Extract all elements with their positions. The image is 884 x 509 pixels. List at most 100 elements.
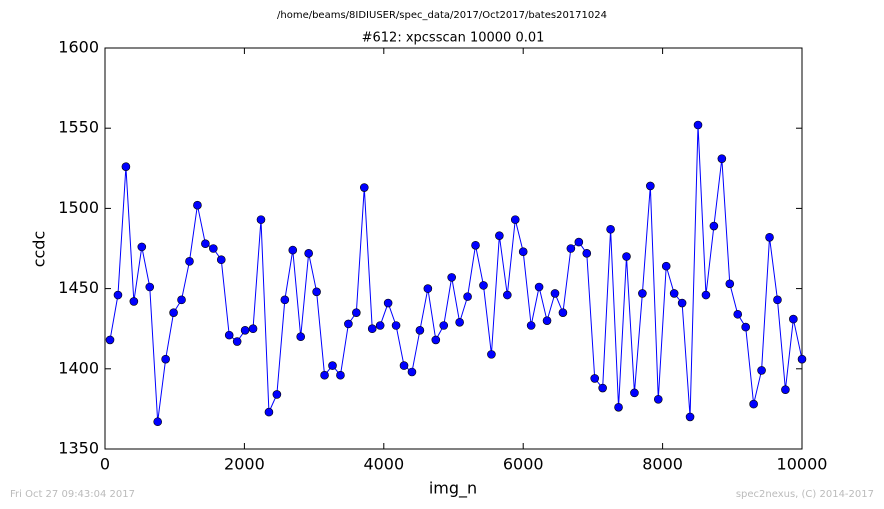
data-point: [201, 239, 210, 248]
data-point: [185, 257, 194, 266]
data-point: [375, 321, 385, 330]
x-tick-label: 6000: [503, 455, 544, 474]
chart-subtitle: #612: xpcsscan 10000 0.01: [362, 31, 545, 46]
y-tick-label: 1350: [58, 439, 99, 458]
footer-left: Fri Oct 27 09:43:04 2017: [10, 489, 135, 500]
y-tick-label: 1400: [58, 358, 99, 377]
y-tick-label: 1550: [58, 118, 99, 137]
data-point: [550, 289, 560, 298]
data-point: [209, 244, 218, 253]
data-point: [121, 162, 131, 171]
data-point: [391, 321, 401, 330]
data-point: [773, 295, 782, 305]
data-point: [781, 385, 790, 394]
data-point: [352, 308, 361, 317]
data-point: [439, 321, 449, 330]
data-point: [367, 324, 377, 334]
data-point: [232, 337, 242, 346]
y-tick-label: 1500: [58, 198, 99, 217]
data-point: [725, 279, 735, 289]
data-point: [574, 237, 584, 247]
data-point: [638, 289, 647, 298]
data-point: [558, 308, 568, 317]
data-point: [304, 249, 313, 258]
data-point: [590, 374, 600, 383]
data-point: [685, 412, 695, 422]
footer-right: spec2nexus, (C) 2014-2017: [736, 489, 874, 500]
data-point: [415, 326, 425, 335]
data-point: [789, 314, 798, 324]
y-tick-label: 1450: [58, 278, 99, 297]
data-point: [463, 292, 472, 301]
data-point: [288, 245, 298, 255]
y-axis-label: ccdc: [30, 231, 49, 268]
data-point: [669, 289, 679, 298]
data-point: [693, 120, 703, 130]
data-point: [280, 295, 290, 305]
data-point: [431, 335, 441, 345]
y-tick-label: 1600: [58, 38, 99, 57]
data-point: [534, 282, 544, 292]
data-point: [661, 261, 671, 271]
data-point: [598, 383, 607, 393]
data-point: [765, 232, 774, 242]
data-point: [145, 282, 155, 292]
data-point: [757, 366, 766, 375]
data-point: [248, 324, 258, 334]
data-line: [109, 124, 803, 422]
data-point: [153, 417, 162, 427]
x-tick-label: 2000: [224, 455, 265, 474]
data-point: [312, 287, 321, 297]
data-point: [320, 370, 329, 380]
data-point: [518, 247, 528, 257]
data-point: [359, 183, 369, 192]
data-point: [344, 319, 353, 329]
data-point: [495, 231, 504, 240]
data-point: [407, 367, 417, 377]
data-point: [383, 298, 393, 308]
x-axis-label: img_n: [429, 479, 477, 499]
data-point: [717, 154, 727, 163]
data-point: [566, 244, 576, 253]
data-point: [447, 273, 456, 282]
data-point: [423, 284, 433, 293]
data-point: [653, 394, 663, 404]
data-point: [224, 330, 234, 340]
data-point: [677, 298, 687, 308]
data-point: [582, 249, 592, 258]
data-point: [733, 309, 743, 319]
data-point: [272, 390, 282, 399]
data-point: [216, 255, 226, 265]
data-point: [177, 295, 186, 305]
data-point: [749, 399, 758, 409]
data-point: [137, 242, 147, 252]
data-point: [161, 354, 170, 364]
data-point: [487, 350, 496, 359]
data-point: [622, 252, 631, 261]
plot-frame: [104, 47, 803, 450]
data-point: [471, 240, 480, 250]
data-point: [701, 290, 711, 300]
data-point: [256, 215, 266, 224]
data-point: [328, 361, 337, 370]
chart-title: /home/beams/8IDIUSER/spec_data/2017/Oct2…: [277, 10, 607, 21]
data-point: [193, 200, 202, 210]
data-point: [169, 308, 178, 317]
data-point: [129, 297, 139, 306]
x-tick-label: 0: [100, 455, 110, 474]
data-point: [296, 332, 306, 342]
data-point: [646, 181, 655, 191]
data-point: [336, 370, 345, 380]
x-tick-label: 4000: [363, 455, 404, 474]
data-point: [479, 281, 488, 290]
data-point: [526, 321, 536, 330]
x-tick-label: 10000: [777, 455, 828, 474]
data-point: [455, 317, 464, 327]
data-point: [797, 354, 807, 364]
data-point: [510, 215, 520, 224]
data-point: [709, 221, 719, 231]
data-point: [542, 316, 552, 325]
data-point: [503, 290, 512, 300]
data-point: [264, 407, 274, 417]
